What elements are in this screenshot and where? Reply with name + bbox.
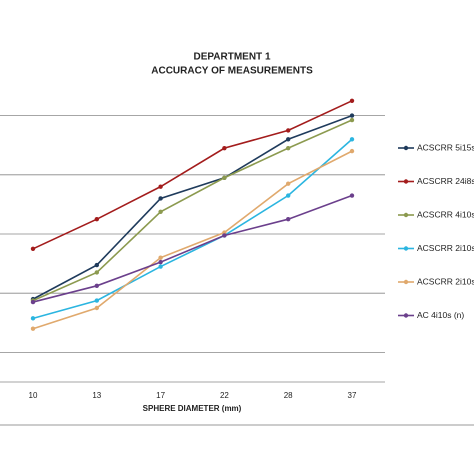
data-point bbox=[30, 246, 36, 251]
legend-marker bbox=[403, 279, 409, 285]
data-point bbox=[158, 196, 163, 201]
data-point bbox=[158, 264, 163, 269]
data-point bbox=[222, 175, 227, 180]
data-point bbox=[222, 233, 227, 238]
x-tick-label: 37 bbox=[348, 391, 357, 400]
data-point bbox=[222, 145, 227, 151]
data-point bbox=[94, 305, 100, 311]
data-point bbox=[158, 255, 163, 260]
x-tick-label: 22 bbox=[220, 391, 229, 400]
data-point bbox=[286, 128, 291, 133]
data-point bbox=[30, 326, 36, 331]
legend-label: AC 4i10s (n) bbox=[417, 310, 464, 320]
series-line bbox=[32, 119, 353, 302]
x-tick-label: 10 bbox=[29, 391, 38, 400]
data-point bbox=[286, 181, 291, 186]
data-point bbox=[349, 98, 355, 104]
x-tick-label: 13 bbox=[92, 391, 101, 400]
data-point bbox=[349, 193, 355, 198]
chart-title: DEPARTMENT 1 bbox=[193, 52, 270, 63]
legend-marker bbox=[403, 313, 409, 318]
x-tick-label: 28 bbox=[284, 391, 293, 400]
data-point bbox=[158, 209, 163, 214]
data-point bbox=[286, 217, 291, 222]
data-point bbox=[349, 137, 355, 142]
legend-label: ACSCRR 2i10s ( bbox=[417, 243, 474, 253]
data-point bbox=[286, 193, 291, 198]
series-line bbox=[32, 114, 353, 300]
chart-subtitle: ACCURACY OF MEASUREMENTS bbox=[151, 66, 313, 77]
data-point bbox=[286, 145, 291, 151]
data-point bbox=[94, 298, 100, 303]
legend-label: ACSCRR 24i8s ( bbox=[417, 176, 474, 186]
data-point bbox=[349, 148, 355, 154]
legend-label: ACSCRR 5i15s ( bbox=[417, 142, 474, 152]
data-point bbox=[94, 270, 100, 275]
series-line bbox=[32, 150, 353, 330]
data-point bbox=[286, 137, 291, 142]
x-axis-title: SPHERE DIAMETER (mm) bbox=[143, 404, 242, 413]
legend-marker bbox=[403, 246, 409, 251]
data-point bbox=[349, 117, 355, 123]
series-line bbox=[32, 194, 353, 303]
legend-marker bbox=[403, 145, 409, 151]
legend-label: ACSCRR 2i10s ( bbox=[417, 276, 474, 286]
data-point bbox=[94, 217, 100, 222]
legend-marker bbox=[403, 179, 409, 184]
legend-label: ACSCRR 4i10s ( bbox=[417, 209, 474, 219]
data-point bbox=[158, 259, 163, 265]
series-line bbox=[32, 138, 353, 320]
legend-marker bbox=[403, 212, 409, 218]
data-point bbox=[30, 316, 36, 321]
series-line bbox=[32, 100, 353, 250]
x-tick-label: 17 bbox=[156, 391, 165, 400]
data-point bbox=[94, 283, 100, 288]
data-point bbox=[94, 262, 100, 268]
data-point bbox=[158, 184, 163, 189]
data-point bbox=[30, 299, 36, 305]
data-point bbox=[349, 113, 355, 118]
